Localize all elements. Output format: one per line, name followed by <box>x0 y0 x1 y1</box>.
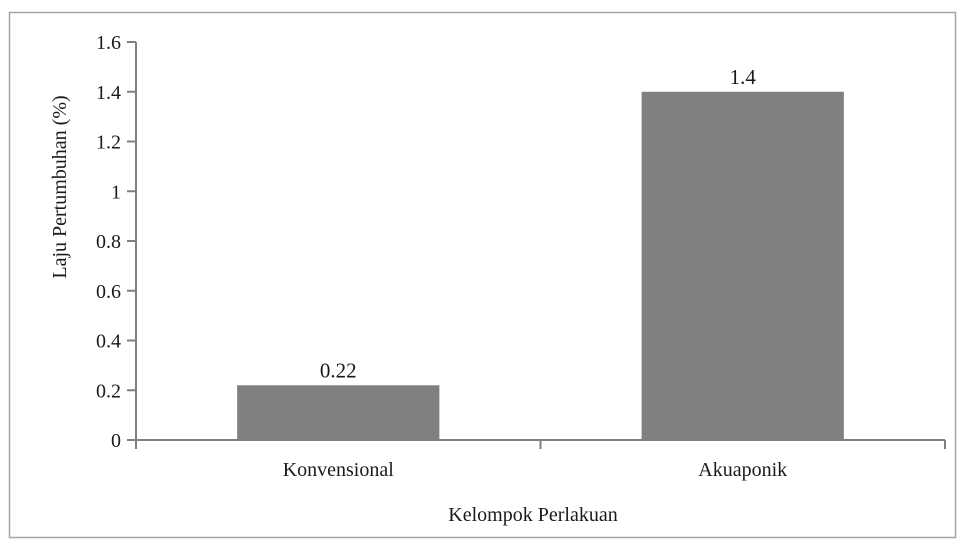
y-tick-label: 0.6 <box>96 281 121 303</box>
y-tick-label: 1.4 <box>96 82 121 104</box>
y-tick-label: 1.6 <box>96 32 121 54</box>
y-ticks-group: 0 0.2 0.4 0.6 0.8 1 1.2 1.4 1.6 <box>96 32 136 452</box>
bars-group <box>237 91 844 440</box>
data-label: 0.22 <box>320 358 357 382</box>
y-tick-label: 0.8 <box>96 231 121 253</box>
bar-akuaponik <box>641 91 844 440</box>
y-tick-label: 1 <box>111 181 121 203</box>
x-tick-label: Akuaponik <box>698 459 787 481</box>
y-tick-label: 1.2 <box>96 132 121 154</box>
y-tick-label: 0.4 <box>96 331 121 353</box>
y-axis-title: Laju Pertumbuhan (%) <box>49 95 71 278</box>
x-axis-title: Kelompok Perlakuan <box>448 504 617 526</box>
bar-konvensional <box>237 385 440 440</box>
data-labels-group: 0.22 1.4 <box>320 65 757 383</box>
x-tick-label: Konvensional <box>283 459 395 481</box>
x-ticks-group: Konvensional Akuaponik <box>135 440 946 481</box>
data-label: 1.4 <box>730 65 757 89</box>
y-tick-label: 0.2 <box>96 380 121 402</box>
y-tick-label: 0 <box>111 430 121 452</box>
